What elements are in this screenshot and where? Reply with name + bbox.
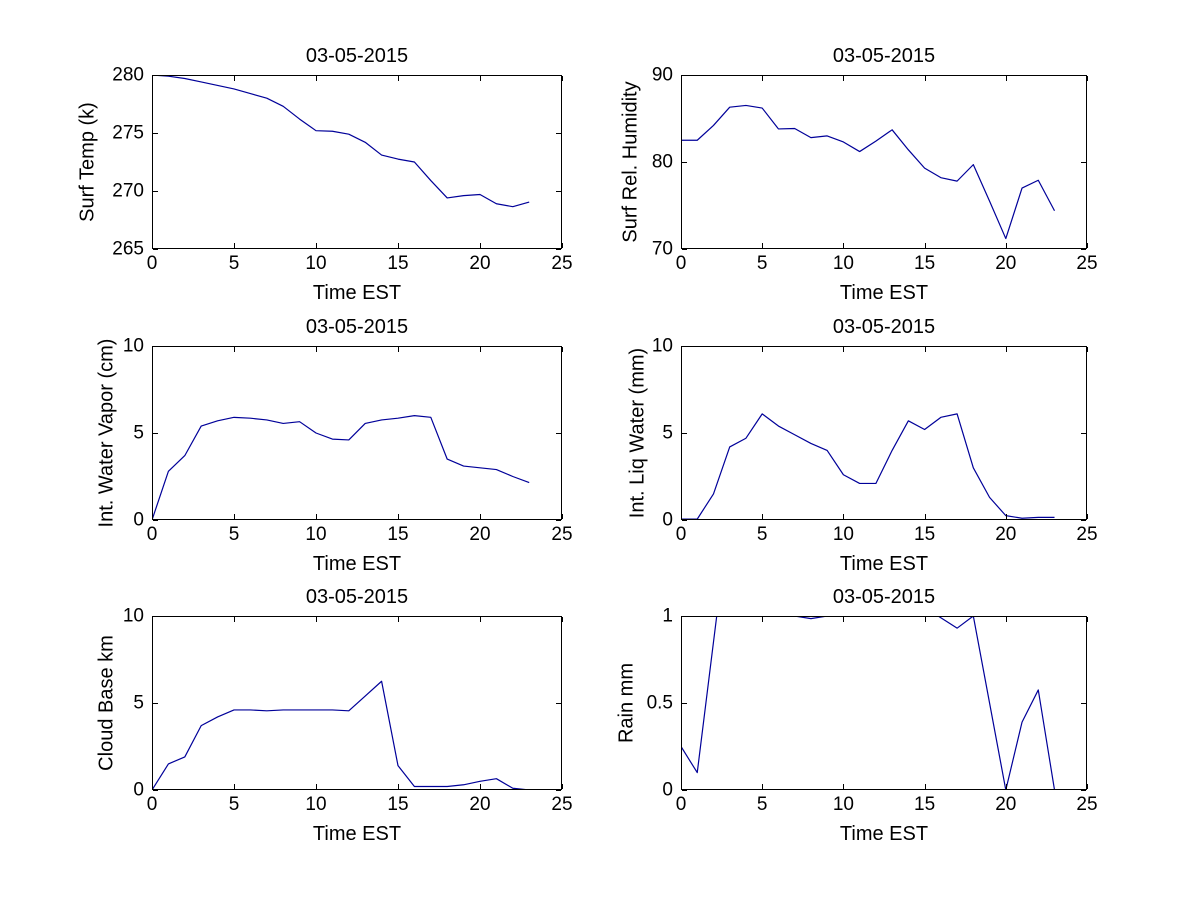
- x-tick-label: 20: [469, 253, 490, 274]
- x-tick-label: 5: [229, 524, 240, 545]
- x-tick-label: 5: [757, 524, 768, 545]
- data-line: [152, 414, 530, 520]
- x-tick-label: 20: [469, 794, 490, 815]
- y-tick-label: 270: [112, 181, 144, 202]
- y-axis-label: Surf Temp (k): [76, 102, 99, 222]
- y-tick-label: 10: [652, 336, 673, 357]
- x-tick-label: 0: [676, 794, 687, 815]
- x-tick-label: 15: [387, 794, 408, 815]
- x-tick-label: 5: [229, 794, 240, 815]
- x-tick-label: 25: [1076, 794, 1097, 815]
- plot-title: 03-05-2015: [832, 316, 936, 338]
- plot-area-rain: 0 5 10 15 20 25 0 0.5 1: [647, 606, 1098, 815]
- data-line: [681, 413, 1055, 520]
- x-tick-label: 10: [305, 794, 326, 815]
- x-axis-label: Time EST: [839, 282, 929, 304]
- y-tick-label: 5: [662, 423, 673, 444]
- x-tick-label: 10: [305, 253, 326, 274]
- plot-title: 03-05-2015: [832, 45, 936, 67]
- x-tick-label: 0: [147, 524, 158, 545]
- x-tick-label: 15: [387, 253, 408, 274]
- x-tick-label: 20: [469, 524, 490, 545]
- x-tick-label: 5: [757, 253, 768, 274]
- y-tick-label: 1: [662, 606, 673, 627]
- plot-title: 03-05-2015: [832, 586, 936, 608]
- x-tick-label: 5: [229, 253, 240, 274]
- y-tick-label: 0: [133, 510, 144, 531]
- y-axis-label: Cloud Base km: [95, 635, 118, 771]
- axis-border: [681, 616, 1087, 790]
- x-axis-label: Time EST: [839, 823, 929, 845]
- x-tick-label: 0: [147, 794, 158, 815]
- x-tick-label: 15: [914, 524, 935, 545]
- y-tick-label: 0: [662, 780, 673, 801]
- x-axis-label: Time EST: [312, 282, 402, 304]
- x-tick-label: 0: [676, 253, 687, 274]
- x-tick-label: 10: [833, 524, 854, 545]
- y-tick-label: 10: [123, 336, 144, 357]
- plot-area-water-vapor: 0 5 10 15 20 25 0 5 10: [123, 336, 573, 545]
- y-tick-label: 0.5: [647, 693, 673, 714]
- axis-border: [152, 616, 562, 790]
- x-tick-label: 0: [147, 253, 158, 274]
- y-tick-label: 90: [652, 65, 673, 86]
- x-tick-label: 10: [305, 524, 326, 545]
- plot-title: 03-05-2015: [305, 316, 409, 338]
- x-tick-label: 5: [757, 794, 768, 815]
- x-tick-label: 25: [551, 524, 572, 545]
- x-axis-label: Time EST: [312, 823, 402, 845]
- data-line: [681, 104, 1056, 240]
- axis-border: [681, 346, 1087, 520]
- plot-area-surf-temp: 0 5 10 15 20 25 265 270 275 280: [112, 65, 572, 274]
- x-tick-label: 20: [995, 253, 1016, 274]
- x-tick-label: 25: [551, 794, 572, 815]
- data-line: [152, 75, 530, 208]
- y-tick-label: 70: [652, 239, 673, 260]
- x-axis-label: Time EST: [839, 553, 929, 575]
- x-tick-label: 15: [914, 253, 935, 274]
- y-tick-label: 275: [112, 123, 144, 144]
- y-tick-label: 265: [112, 239, 144, 260]
- y-tick-label: 10: [123, 606, 144, 627]
- x-tick-label: 25: [1076, 524, 1097, 545]
- plot-area-liq-water: 0 5 10 15 20 25 0 5 10: [652, 336, 1098, 545]
- x-tick-label: 15: [914, 794, 935, 815]
- y-tick-label: 280: [112, 65, 144, 86]
- y-tick-label: 80: [652, 152, 673, 173]
- x-tick-label: 25: [551, 253, 572, 274]
- axis-border: [152, 75, 562, 249]
- plot-area-rel-humidity: 0 5 10 15 20 25 70 80 90: [652, 65, 1098, 274]
- x-tick-label: 20: [995, 524, 1016, 545]
- y-tick-label: 5: [133, 423, 144, 444]
- x-tick-label: 0: [676, 524, 687, 545]
- y-tick-label: 5: [133, 693, 144, 714]
- x-tick-label: 25: [1076, 253, 1097, 274]
- x-tick-label: 10: [833, 253, 854, 274]
- plot-title: 03-05-2015: [305, 45, 409, 67]
- data-line: [152, 680, 530, 790]
- x-axis-label: Time EST: [312, 553, 402, 575]
- x-tick-label: 15: [387, 524, 408, 545]
- y-tick-label: 0: [133, 780, 144, 801]
- data-line: [681, 616, 1056, 790]
- axis-border: [152, 346, 562, 520]
- y-axis-label: Surf Rel. Humidity: [619, 81, 642, 243]
- x-tick-label: 20: [995, 794, 1016, 815]
- y-tick-label: 0: [662, 510, 673, 531]
- plot-area-cloud-base: 0 5 10 15 20 25 0 5 10: [123, 606, 573, 815]
- plot-title: 03-05-2015: [305, 586, 409, 608]
- axis-border: [681, 75, 1087, 249]
- x-tick-label: 10: [833, 794, 854, 815]
- y-axis-label: Rain mm: [615, 662, 638, 744]
- y-axis-label: Int. Water Vapor (cm): [95, 338, 118, 528]
- y-axis-label: Int. Liq Water (mm): [626, 347, 649, 519]
